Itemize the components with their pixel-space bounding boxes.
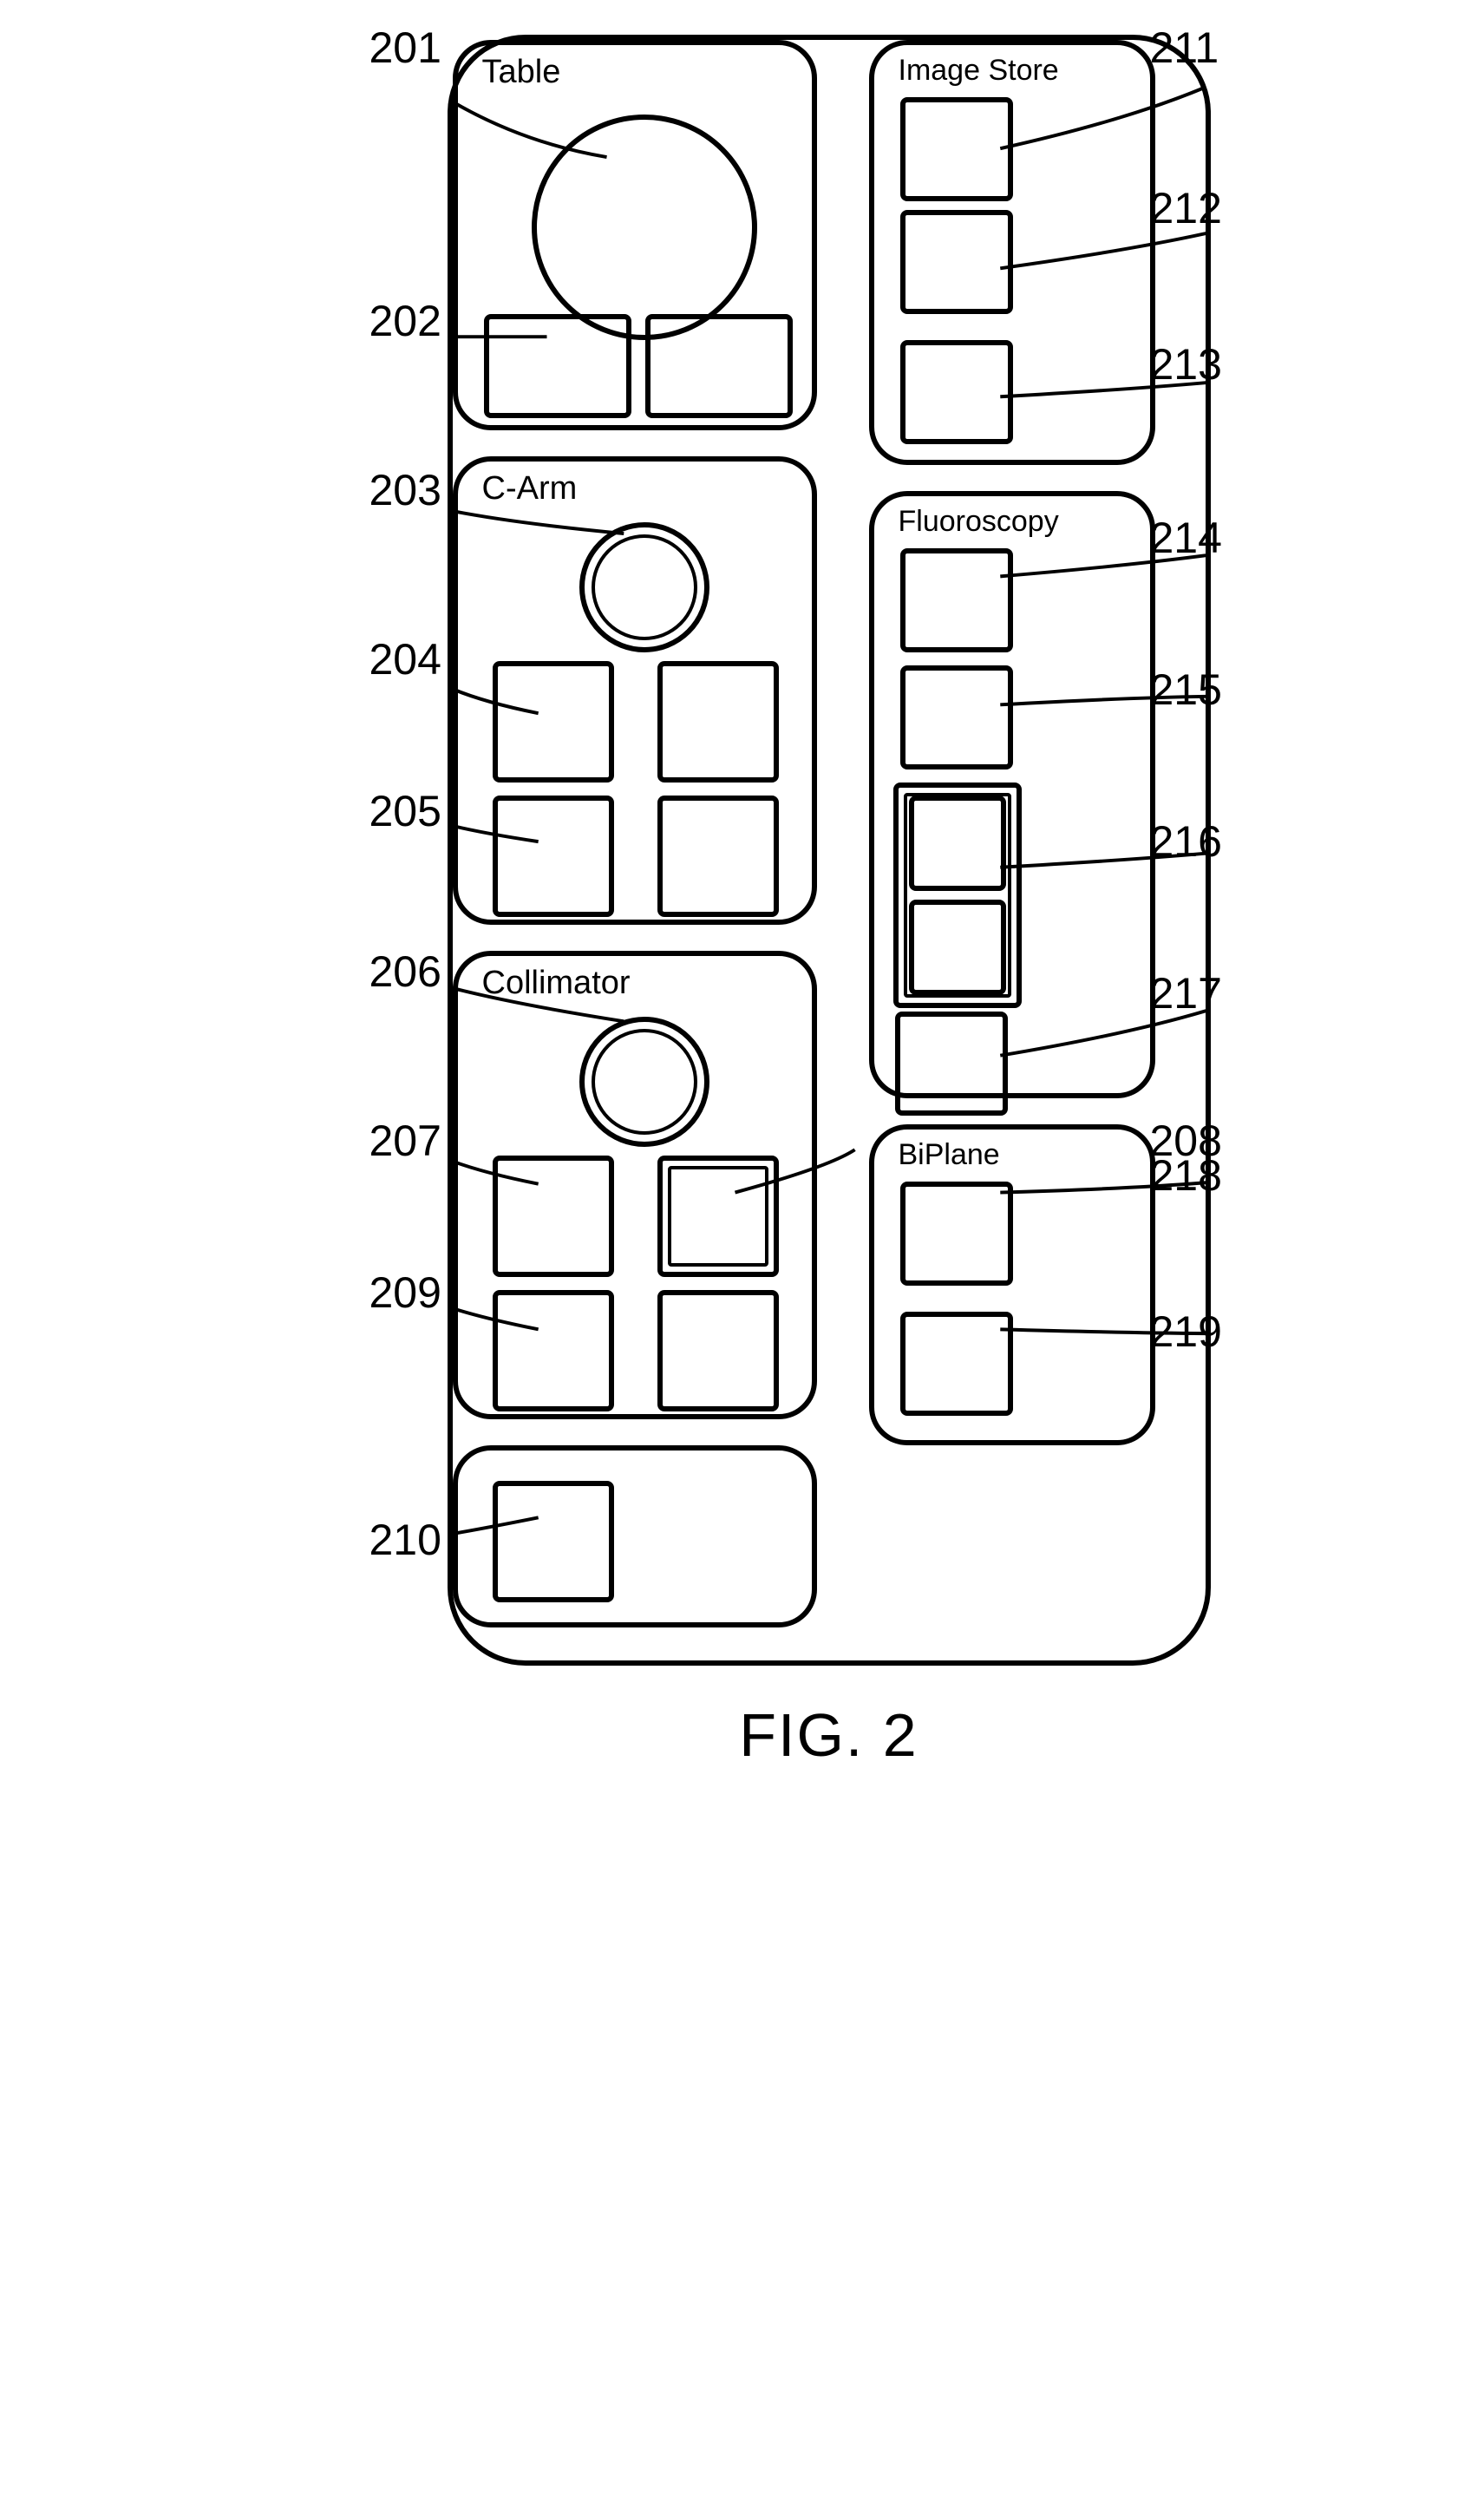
carm-btn-204a[interactable]: [493, 661, 614, 783]
ref-202: 202: [369, 299, 441, 343]
imgstore-btn-212[interactable]: [900, 210, 1013, 314]
label-biplane: BiPlane: [899, 1138, 1000, 1172]
fluoro-btn-217v[interactable]: [895, 1012, 1008, 1116]
ref-207: 207: [369, 1119, 441, 1162]
figure-caption: FIG. 2: [448, 1700, 1211, 1770]
imgstore-btn-211[interactable]: [900, 97, 1013, 201]
carm-btn-205b[interactable]: [657, 796, 779, 917]
label-imagestore: Image Store: [899, 54, 1059, 88]
group-imagestore: Image Store: [869, 40, 1155, 465]
ref-209: 209: [369, 1271, 441, 1314]
ref-204: 204: [369, 638, 441, 681]
carm-joystick[interactable]: [579, 522, 709, 652]
group-carm: C-Arm: [453, 456, 817, 925]
fluoro-btn-216a[interactable]: [909, 796, 1006, 891]
group-fluoroscopy: Fluoroscopy: [869, 491, 1155, 1098]
group-standalone: [453, 1445, 817, 1627]
label-carm: C-Arm: [482, 470, 578, 508]
collimator-btn-209a[interactable]: [493, 1290, 614, 1411]
group-biplane: BiPlane: [869, 1124, 1155, 1445]
collimator-btn-209b[interactable]: [657, 1290, 779, 1411]
standalone-btn-210[interactable]: [493, 1481, 614, 1602]
fluoro-btn-214[interactable]: [900, 548, 1013, 652]
label-collimator: Collimator: [482, 965, 631, 1002]
collimator-btn-208[interactable]: [657, 1156, 779, 1277]
table-btn-a[interactable]: [484, 314, 631, 418]
carm-btn-204b[interactable]: [657, 661, 779, 783]
biplane-btn-219[interactable]: [900, 1312, 1013, 1416]
biplane-btn-218[interactable]: [900, 1182, 1013, 1286]
imgstore-btn-213[interactable]: [900, 340, 1013, 444]
fluoro-btn-215[interactable]: [900, 665, 1013, 769]
table-btn-b[interactable]: [645, 314, 793, 418]
label-fluoroscopy: Fluoroscopy: [899, 505, 1059, 539]
group-collimator: Collimator: [453, 951, 817, 1419]
ref-210: 210: [369, 1518, 441, 1562]
fluoro-btn-216b[interactable]: [909, 900, 1006, 995]
ref-203: 203: [369, 468, 441, 512]
label-table: Table: [482, 54, 561, 91]
ref-206: 206: [369, 950, 441, 993]
carm-btn-205a[interactable]: [493, 796, 614, 917]
group-table: Table: [453, 40, 817, 430]
collimator-btn-207a[interactable]: [493, 1156, 614, 1277]
table-joystick[interactable]: [532, 115, 757, 340]
collimator-joystick[interactable]: [579, 1017, 709, 1147]
control-console: Table C-Arm Collimator: [448, 35, 1211, 1666]
ref-201: 201: [369, 26, 441, 69]
ref-205: 205: [369, 789, 441, 833]
